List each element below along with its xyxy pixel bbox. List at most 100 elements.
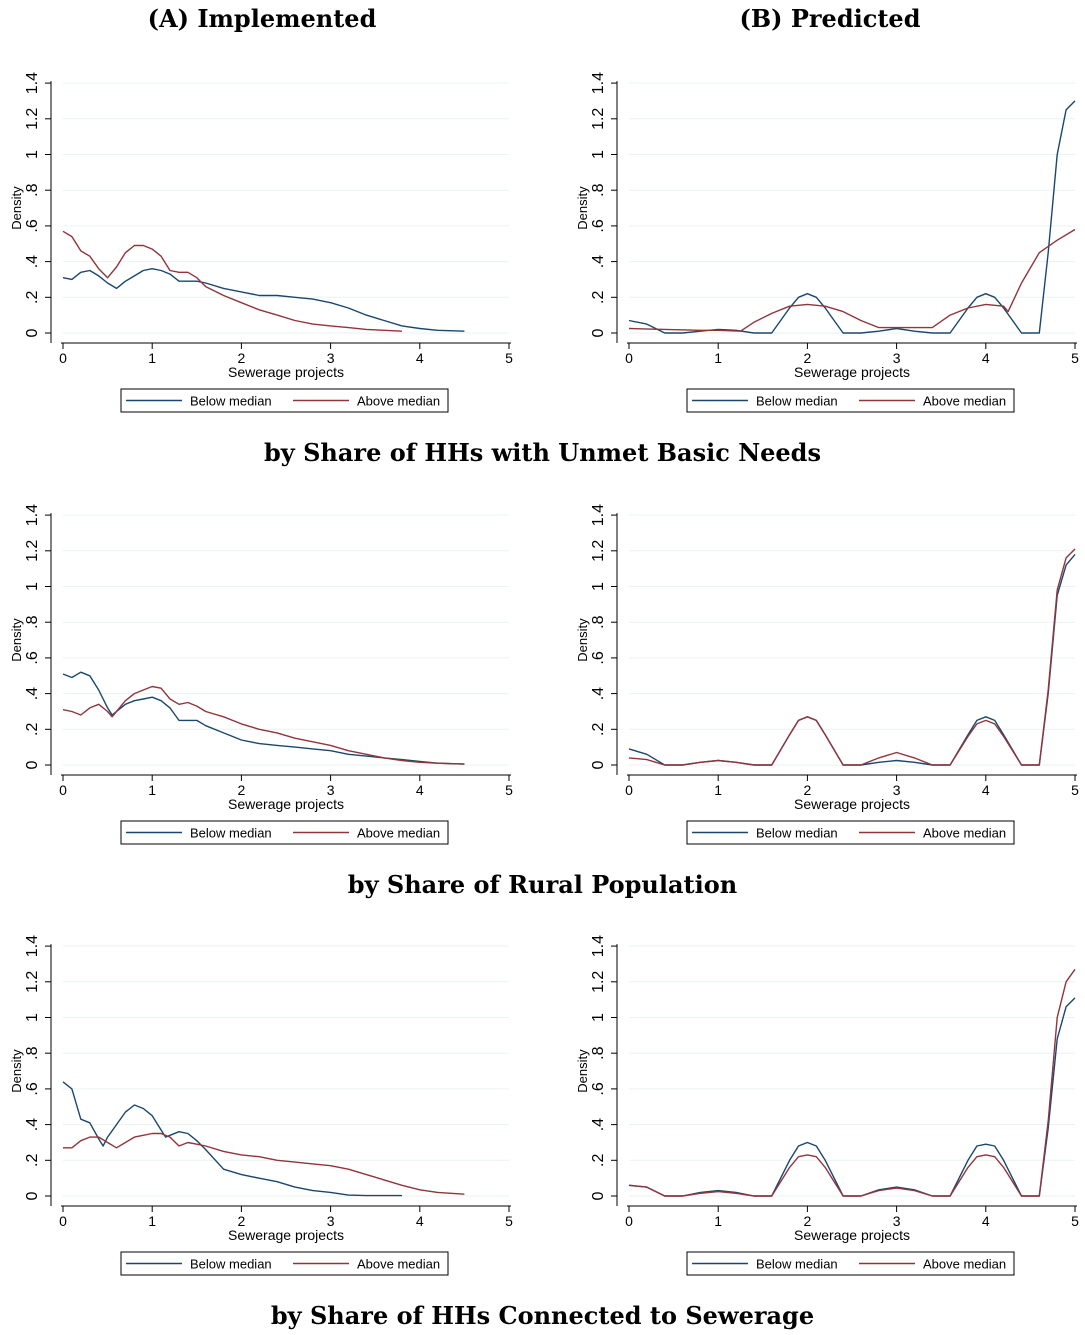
y-tick-label: 1.4 [24,504,41,526]
x-axis-title: Sewerage projects [228,364,344,380]
x-tick-label: 3 [893,350,901,366]
series-line-above-median [62,685,465,765]
chart-panel-2: 0 .2 .4 .6 .8 1 1.2 1.4 Density 0 1 2 3 4 5 Sewerage pr… [9,504,513,845]
y-tick-label: .8 [24,1046,41,1059]
x-tick-label: 1 [714,1213,722,1229]
x-tick-label: 4 [416,350,424,366]
x-tick-label: 2 [804,782,812,798]
y-tick-label: .6 [24,1082,41,1095]
x-tick-label: 5 [505,1213,513,1229]
x-tick-label: 0 [625,1213,633,1229]
legend-label: Above median [357,1257,440,1272]
x-axis-title: Sewerage projects [794,1227,910,1243]
x-axis-title: Sewerage projects [794,364,910,380]
y-tick-label: 0 [590,328,607,337]
legend-box [686,388,1015,413]
x-tick-label: 3 [893,782,901,798]
y-tick-label: .8 [24,615,41,628]
legend-label: Below median [190,394,272,409]
series-line-below-median [62,1081,402,1197]
x-tick-label: 5 [1071,350,1079,366]
legend-label: Above median [923,826,1006,841]
x-tick-label: 1 [148,1213,156,1229]
y-tick-label: 1 [590,582,607,591]
y-axis-title: Density [575,1049,590,1093]
y-tick-label: 1 [590,1013,607,1022]
x-axis-title: Sewerage projects [228,796,344,812]
series-line-above-median [628,548,1076,766]
y-axis-title: Density [9,186,24,230]
x-axis-title: Sewerage projects [794,796,910,812]
y-tick-label: 1.2 [24,540,41,562]
y-tick-label: .4 [590,687,607,700]
y-tick-label: .2 [24,723,41,736]
y-tick-label: 0 [24,1191,41,1200]
row-title-rural-population: by Share of Rural Population [347,870,738,899]
x-tick-label: 5 [1071,1213,1079,1229]
x-tick-label: 0 [59,1213,67,1229]
legend-label: Below median [756,1257,838,1272]
y-tick-label: .2 [24,291,41,304]
y-tick-label: .4 [24,255,41,268]
column-title-implemented: (A) Implemented [147,4,377,33]
legend-label: Above median [923,394,1006,409]
y-tick-label: 1.4 [590,935,607,957]
y-tick-label: 1 [24,1013,41,1022]
y-tick-label: .2 [590,723,607,736]
y-tick-label: .6 [24,219,41,232]
y-tick-label: 1.4 [590,72,607,94]
y-tick-label: 1 [24,150,41,159]
series-line-below-median [62,671,465,765]
x-tick-label: 3 [893,1213,901,1229]
legend-label: Below median [190,826,272,841]
y-tick-label: .8 [590,183,607,196]
chart-panel-0: 0 .2 .4 .6 .8 1 1.2 1.4 Density 0 1 2 3 4 5 Sewerage pr… [9,72,513,413]
legend-label: Above median [923,1257,1006,1272]
x-tick-label: 0 [59,350,67,366]
x-tick-label: 1 [714,350,722,366]
x-tick-label: 0 [625,782,633,798]
y-axis-title: Density [9,618,24,662]
y-tick-label: .8 [590,1046,607,1059]
legend-label: Below median [756,394,838,409]
x-tick-label: 4 [982,1213,990,1229]
x-tick-label: 2 [804,350,812,366]
chart-panel-4: 0 .2 .4 .6 .8 1 1.2 1.4 Density 0 1 2 3 4 5 Sewerage pr… [9,935,513,1276]
x-tick-label: 4 [982,782,990,798]
y-tick-label: .4 [24,687,41,700]
chart-panel-1: 0 .2 .4 .6 .8 1 1.2 1.4 Density 0 1 2 3 4 5 Sewerage pr… [575,72,1079,413]
y-tick-label: .4 [590,255,607,268]
legend-box [120,1251,449,1276]
legend-label: Above median [357,826,440,841]
x-tick-label: 1 [714,782,722,798]
x-tick-label: 1 [148,350,156,366]
y-tick-label: 0 [24,760,41,769]
x-tick-label: 0 [59,782,67,798]
row-title-unmet-basic-needs: by Share of HHs with Unmet Basic Needs [264,438,821,467]
x-axis-title: Sewerage projects [228,1227,344,1243]
y-tick-label: 1.4 [24,935,41,957]
y-tick-label: 1.4 [590,504,607,526]
series-line-below-median [62,268,465,332]
x-tick-label: 5 [1071,782,1079,798]
chart-panel-3: 0 .2 .4 .6 .8 1 1.2 1.4 Density 0 1 2 3 4 5 Sewerage pr… [575,504,1079,845]
x-tick-label: 5 [505,350,513,366]
y-axis-title: Density [9,1049,24,1093]
y-tick-label: 1.2 [24,971,41,993]
y-axis-title: Density [575,186,590,230]
legend-label: Below median [756,826,838,841]
y-tick-label: .2 [590,291,607,304]
y-tick-label: 1.2 [24,108,41,130]
series-line-above-median [62,230,403,332]
y-tick-label: .6 [590,651,607,664]
y-tick-label: 1.2 [590,108,607,130]
x-tick-label: 0 [625,350,633,366]
y-tick-label: 0 [24,328,41,337]
y-tick-label: .4 [590,1118,607,1131]
y-tick-label: 0 [590,760,607,769]
legend-box [120,820,449,845]
y-tick-label: 1 [590,150,607,159]
y-axis-title: Density [575,618,590,662]
chart-panel-5: 0 .2 .4 .6 .8 1 1.2 1.4 Density 0 1 2 3 4 5 Sewerage pr… [575,935,1079,1276]
